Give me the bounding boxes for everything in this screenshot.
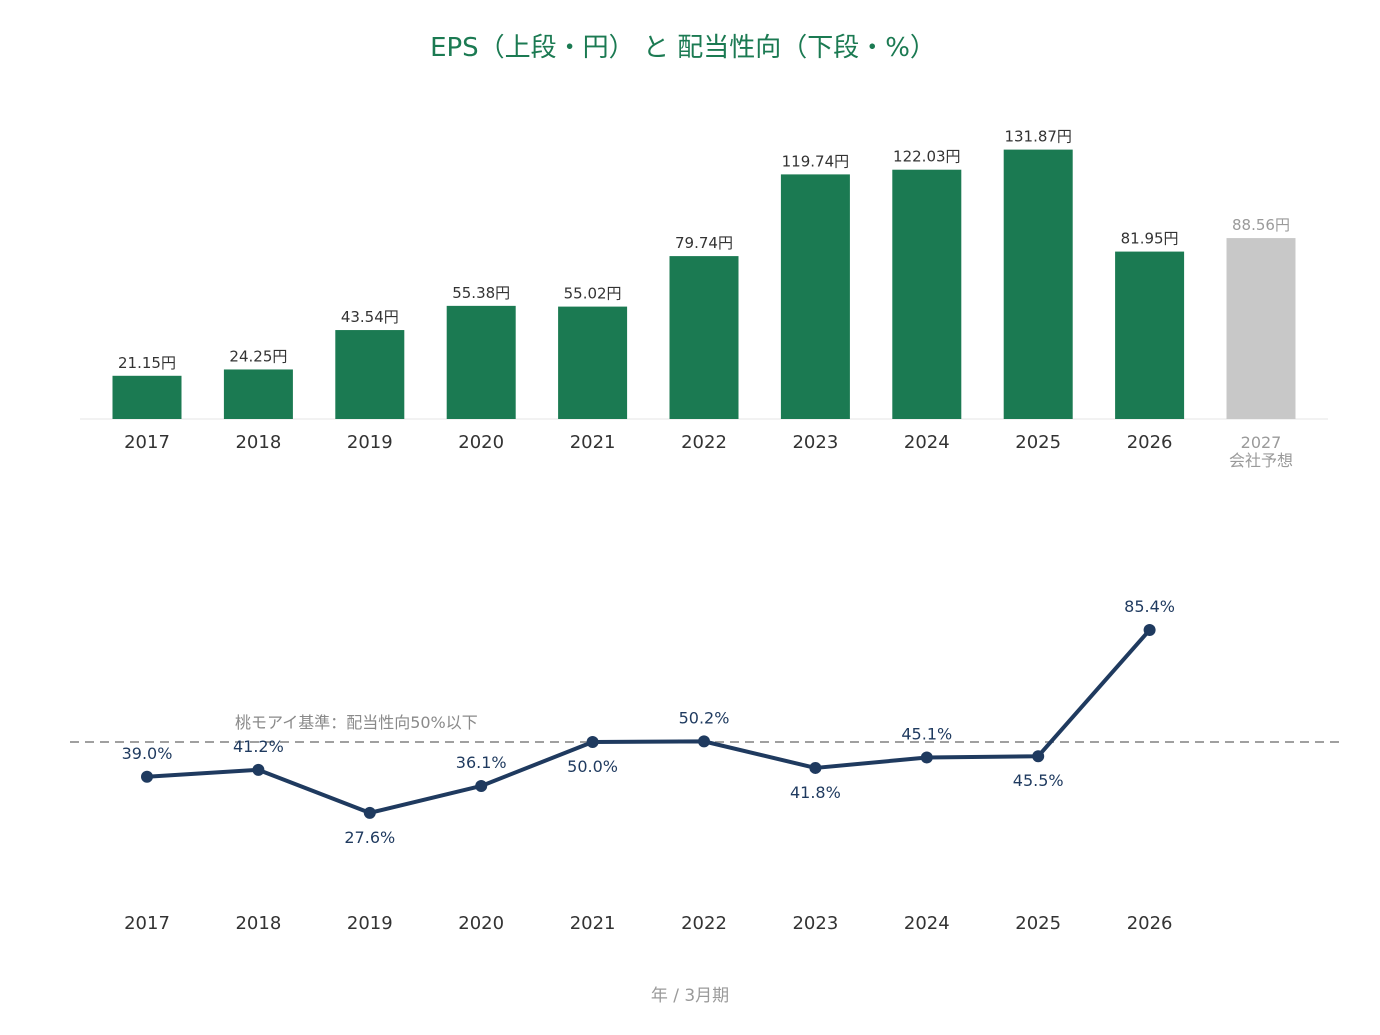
- payout-point: [809, 761, 822, 774]
- eps-bar: [892, 169, 962, 419]
- eps-x-ticks-group: 2017 2018 2019 2020 2021 2022 2023 2024 2025 2026…: [124, 432, 1293, 470]
- payout-x-tick-label: 2024: [904, 913, 950, 934]
- payout-point: [363, 806, 376, 819]
- eps-bar: [112, 375, 182, 419]
- eps-bar-value-label: 88.56円: [1232, 216, 1290, 234]
- payout-x-tick-label: 2020: [458, 913, 504, 934]
- eps-bar: [558, 306, 628, 419]
- payout-point: [1143, 624, 1156, 636]
- payout-x-ticks-group: 2017 2018 2019 2020 2021 2022 2023 2024 2025 2026: [124, 913, 1172, 934]
- eps-x-tick-label: 2026: [1127, 432, 1173, 453]
- payout-point: [475, 779, 488, 792]
- eps-bar: [1003, 149, 1073, 419]
- forecast-sublabel: 会社予想: [1229, 451, 1293, 470]
- eps-x-tick-label: 2021: [570, 432, 616, 453]
- payout-point-label: 85.4%: [1124, 597, 1175, 616]
- payout-x-tick-label: 2023: [792, 913, 838, 934]
- eps-bar: [1115, 251, 1185, 419]
- payout-point: [1032, 750, 1045, 763]
- eps-x-tick-label: 2023: [792, 432, 838, 453]
- eps-x-tick-label: 2025: [1015, 432, 1061, 453]
- payout-point-label: 39.0%: [122, 744, 173, 763]
- payout-x-tick-label: 2018: [235, 913, 281, 934]
- eps-bar-value-label: 81.95円: [1121, 230, 1179, 248]
- payout-point-label: 41.2%: [233, 737, 284, 756]
- payout-point-label: 50.0%: [567, 757, 618, 776]
- eps-bar: [335, 330, 405, 419]
- payout-point-label: 41.8%: [790, 783, 841, 802]
- eps-bar-forecast: [1226, 238, 1296, 419]
- eps-bar-value-label: 79.74円: [675, 234, 733, 252]
- eps-x-tick-label: 2019: [347, 432, 393, 453]
- payout-point-label: 45.5%: [1013, 771, 1064, 790]
- payout-line-group: 39.0% 41.2% 27.6% 36.1% 50.0% 50.2% 41.8% 45.1%…: [122, 597, 1175, 847]
- payout-x-tick-label: 2025: [1015, 913, 1061, 934]
- eps-bar: [446, 305, 516, 419]
- eps-bar-value-label: 43.54円: [341, 308, 399, 326]
- eps-bar: [223, 369, 293, 419]
- payout-x-tick-label: 2022: [681, 913, 727, 934]
- payout-point: [586, 736, 599, 748]
- payout-x-tick-label: 2021: [570, 913, 616, 934]
- payout-x-tick-label: 2019: [347, 913, 393, 934]
- eps-x-tick-label: 2022: [681, 432, 727, 453]
- eps-bar: [780, 174, 850, 419]
- eps-x-tick-label: 2018: [235, 432, 281, 453]
- eps-bar-value-label: 55.38円: [452, 284, 510, 302]
- payout-point-label: 36.1%: [456, 753, 507, 772]
- reference-line-label: 桃モアイ基準：配当性向50%以下: [235, 713, 478, 732]
- eps-x-tick-label: 2017: [124, 432, 170, 453]
- payout-point-label: 50.2%: [679, 708, 730, 727]
- payout-point-label: 45.1%: [901, 725, 952, 744]
- eps-bar-value-label: 55.02円: [564, 285, 622, 303]
- eps-bar-value-label: 131.87円: [1004, 128, 1072, 146]
- payout-point: [252, 763, 265, 776]
- eps-bar: [669, 256, 739, 419]
- eps-bars-group: 21.15円 24.25円 43.54円 55.38円 55.02円 79.74円 119.…: [112, 128, 1296, 419]
- payout-x-tick-label: 2017: [124, 913, 170, 934]
- eps-bar-value-label: 24.25円: [229, 347, 287, 365]
- payout-point: [141, 770, 153, 783]
- eps-bar-value-label: 122.03円: [893, 148, 961, 166]
- payout-point-label: 27.6%: [344, 828, 395, 847]
- eps-x-tick-label: 2027: [1241, 433, 1282, 452]
- payout-point: [920, 751, 933, 764]
- payout-series-line: [146, 628, 1152, 815]
- eps-x-tick-label: 2024: [904, 432, 950, 453]
- payout-point: [698, 735, 710, 748]
- eps-bar-value-label: 21.15円: [118, 354, 176, 372]
- eps-bar-value-label: 119.74円: [782, 152, 850, 170]
- chart-title: EPS（上段・円） と 配当性向（下段・%）: [430, 33, 936, 63]
- eps-x-tick-label: 2020: [458, 432, 504, 453]
- payout-x-tick-label: 2026: [1127, 913, 1173, 934]
- x-axis-footer-label: 年 / 3月期: [651, 986, 729, 1006]
